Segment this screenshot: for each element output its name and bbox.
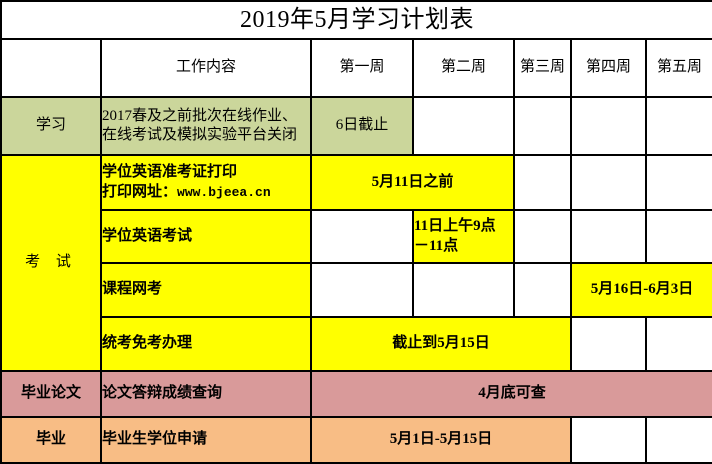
degree-english-ticket-deadline: 5月11日之前 — [310, 154, 515, 211]
table-row-graduation: 毕业 毕业生学位申请 5月1日-5月15日 — [0, 416, 712, 464]
header-week-3: 第三周 — [513, 38, 572, 98]
task-degree-english-ticket-line1: 学位英语准考证打印 — [102, 164, 238, 181]
print-url-label: 打印网址： — [102, 183, 178, 200]
print-url-link[interactable]: www.bjeea.cn — [177, 184, 271, 200]
category-study: 学习 — [0, 96, 102, 156]
table-row-exam-degree-english-ticket: 考 试 学位英语准考证打印 打印网址：www.bjeea.cn 5月11日之前 — [0, 154, 712, 372]
task-thesis-defense-score: 论文答辩成绩查询 — [100, 370, 312, 418]
study-week4-empty — [570, 96, 647, 156]
graduation-week5-empty — [644, 416, 712, 464]
study-week1-value: 6日截止 — [310, 96, 414, 156]
ticket-week5-empty — [644, 154, 712, 211]
table-row-exam-degree-english-test: 学位英语考试 11日上午9点 －11点 — [1, 209, 712, 264]
task-degree-english-test: 学位英语考试 — [100, 209, 312, 264]
task-study: 2017春及之前批次在线作业、在线考试及模拟实验平台关闭 — [100, 96, 312, 156]
header-week-1: 第一周 — [310, 38, 414, 98]
category-exam: 考 试 — [0, 154, 102, 372]
english-test-time-line1: 11日上午9点 — [414, 218, 496, 235]
header-week-5: 第五周 — [644, 38, 712, 98]
task-degree-english-ticket: 学位英语准考证打印 打印网址：www.bjeea.cn — [100, 154, 312, 211]
ticket-week4-empty — [570, 154, 647, 211]
header-week-2: 第二周 — [412, 38, 515, 98]
english-test-week3-empty — [513, 209, 572, 264]
header-week-4: 第四周 — [570, 38, 647, 98]
online-course-test-period: 5月16日-6月3日 — [569, 262, 712, 318]
study-week5-empty — [644, 96, 712, 156]
task-online-course-test: 课程网考 — [100, 262, 312, 318]
task-graduation-degree-application: 毕业生学位申请 — [100, 416, 312, 464]
graduation-week4-empty — [570, 416, 647, 464]
exam-exemption-deadline: 截止到5月15日 — [310, 316, 572, 372]
degree-english-test-time: 11日上午9点 －11点 — [412, 209, 515, 264]
table-row-exam-online-course-test: 课程网考 5月16日-6月3日 — [1, 262, 712, 318]
category-graduation: 毕业 — [0, 416, 102, 464]
table-row-exam-exemption: 统考免考办理 截止到5月15日 — [1, 316, 712, 372]
course-test-week3-empty — [513, 262, 572, 318]
english-test-week4-empty — [570, 209, 647, 264]
study-week3-empty — [513, 96, 572, 156]
table-row-study: 学习 2017春及之前批次在线作业、在线考试及模拟实验平台关闭 6日截止 — [0, 96, 712, 156]
header-row: 工作内容 第一周 第二周 第三周 第四周 第五周 — [0, 38, 712, 98]
title-row: 2019年5月学习计划表 — [0, 0, 712, 40]
task-exam-exemption: 统考免考办理 — [100, 316, 312, 372]
graduation-degree-application-period: 5月1日-5月15日 — [310, 416, 572, 464]
task-degree-english-ticket-line2: 打印网址：www.bjeea.cn — [102, 183, 310, 202]
course-test-week2-empty — [412, 262, 515, 318]
english-test-week1-empty — [310, 209, 414, 264]
header-category-col — [0, 38, 102, 98]
table-title-cell: 2019年5月学习计划表 — [0, 0, 712, 40]
ticket-week3-empty — [513, 154, 572, 211]
page-title: 2019年5月学习计划表 — [240, 6, 475, 33]
table-row-thesis: 毕业论文 论文答辩成绩查询 4月底可查 — [0, 370, 712, 418]
study-week2-empty — [412, 96, 515, 156]
header-task-col: 工作内容 — [100, 38, 312, 98]
exemption-week4-empty — [570, 316, 647, 372]
course-test-week1-empty — [310, 262, 414, 318]
exemption-week5-empty — [644, 316, 712, 372]
category-thesis: 毕业论文 — [0, 370, 102, 418]
english-test-week5-empty — [644, 209, 712, 264]
english-test-time-line2: －11点 — [414, 237, 459, 254]
thesis-defense-score-availability: 4月底可查 — [309, 370, 712, 418]
